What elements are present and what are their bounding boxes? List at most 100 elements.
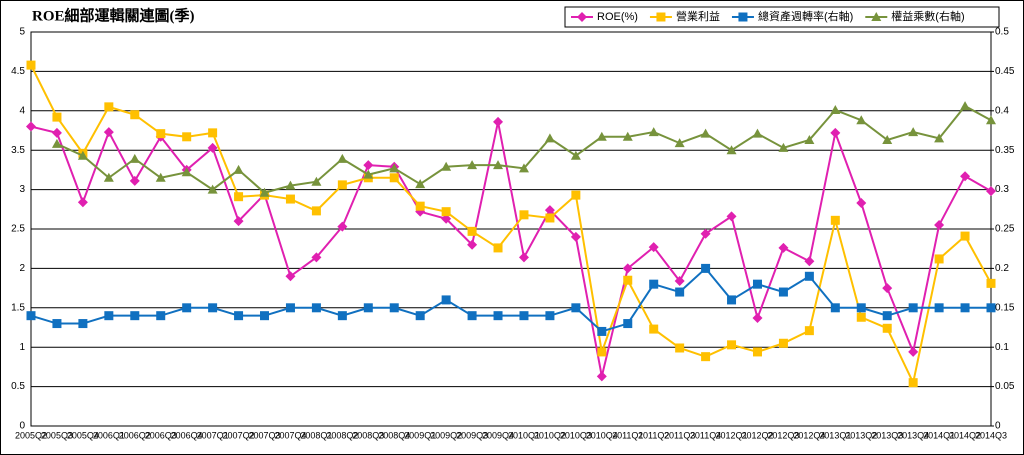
point [570, 150, 581, 160]
point [960, 101, 971, 111]
point [597, 347, 607, 357]
point [856, 115, 867, 125]
point [363, 160, 374, 171]
x-tick-label: 2006Q1 [93, 430, 125, 440]
y-tick-label: 3.5 [11, 145, 25, 156]
point [960, 171, 971, 182]
x-tick-label: 2012Q4 [793, 430, 825, 440]
point [778, 242, 789, 253]
point [441, 207, 451, 217]
point [571, 190, 581, 200]
point [285, 180, 296, 190]
x-tick-label: 2011Q1 [612, 430, 643, 440]
point [363, 303, 373, 313]
point [830, 127, 841, 138]
point [648, 242, 659, 253]
point [726, 145, 737, 155]
y-tick-label: 0.5 [11, 381, 25, 392]
x-tick-label: 2012Q1 [716, 430, 748, 440]
point [129, 175, 140, 186]
point [649, 279, 659, 289]
legend-marker [738, 12, 748, 22]
point [415, 311, 425, 321]
x-tick-label: 2012Q2 [741, 430, 773, 440]
x-tick-label: 2012Q3 [767, 430, 799, 440]
point [208, 128, 218, 138]
point [234, 311, 244, 321]
point [882, 283, 893, 294]
point [311, 206, 321, 216]
legend-label: 營業利益 [676, 9, 720, 23]
point [181, 167, 192, 177]
point [103, 127, 114, 138]
x-tick-label: 2008Q4 [378, 430, 410, 440]
x-tick-label: 2009Q4 [482, 430, 514, 440]
point [104, 311, 114, 321]
y-tick-label: 3 [19, 184, 25, 195]
point [622, 263, 633, 274]
point [519, 210, 529, 220]
point [260, 311, 270, 321]
series-line [30, 121, 992, 377]
point [156, 311, 166, 321]
point [986, 278, 996, 288]
x-tick-label: 2005Q4 [67, 430, 99, 440]
point [208, 303, 218, 313]
point [649, 324, 659, 334]
x-tick-label: 2005Q3 [41, 430, 73, 440]
x-tick-label: 2008Q2 [326, 430, 358, 440]
chart-title: ROE細部運輯關連圖(季) [32, 6, 195, 24]
point [882, 134, 893, 144]
point [285, 303, 295, 313]
point [804, 271, 814, 281]
point [778, 287, 788, 297]
y-tick-label: 5 [19, 27, 25, 38]
point [596, 371, 607, 382]
point [467, 226, 477, 236]
point [467, 239, 478, 250]
point [908, 378, 918, 388]
point [804, 256, 815, 267]
y2-tick-label: 0.1 [995, 342, 1009, 353]
point [882, 311, 892, 321]
point [934, 220, 945, 231]
y-tick-label: 1.5 [11, 302, 25, 313]
point [415, 179, 426, 189]
point [596, 131, 607, 141]
y2-tick-label: 0.05 [995, 381, 1015, 392]
y-tick-label: 1 [19, 342, 25, 353]
point [311, 303, 321, 313]
point [467, 311, 477, 321]
point [570, 231, 581, 242]
y-tick-label: 2.5 [11, 224, 25, 235]
point [493, 160, 504, 170]
y2-tick-label: 0.25 [995, 224, 1015, 235]
legend-label: 總資產週轉率(右軸) [758, 9, 853, 23]
x-tick-label: 2011Q2 [638, 430, 669, 440]
point [727, 340, 737, 350]
y2-tick-label: 0.2 [995, 263, 1009, 274]
x-tick-label: 2009Q3 [456, 430, 488, 440]
point [311, 252, 322, 263]
point [337, 311, 347, 321]
y2-tick-label: 0.15 [995, 302, 1015, 313]
y2-tick-label: 0.3 [995, 184, 1009, 195]
point [52, 319, 62, 329]
point [545, 311, 555, 321]
point [622, 131, 633, 141]
point [752, 128, 763, 138]
point [675, 287, 685, 297]
point [52, 112, 62, 122]
point [182, 303, 192, 313]
point [285, 271, 296, 282]
point [856, 312, 866, 322]
point [415, 201, 425, 211]
point [77, 197, 88, 208]
point [778, 142, 789, 152]
point [986, 303, 996, 313]
point [363, 169, 374, 179]
point [234, 192, 244, 202]
point [207, 184, 218, 194]
y-tick-label: 4 [19, 105, 25, 116]
